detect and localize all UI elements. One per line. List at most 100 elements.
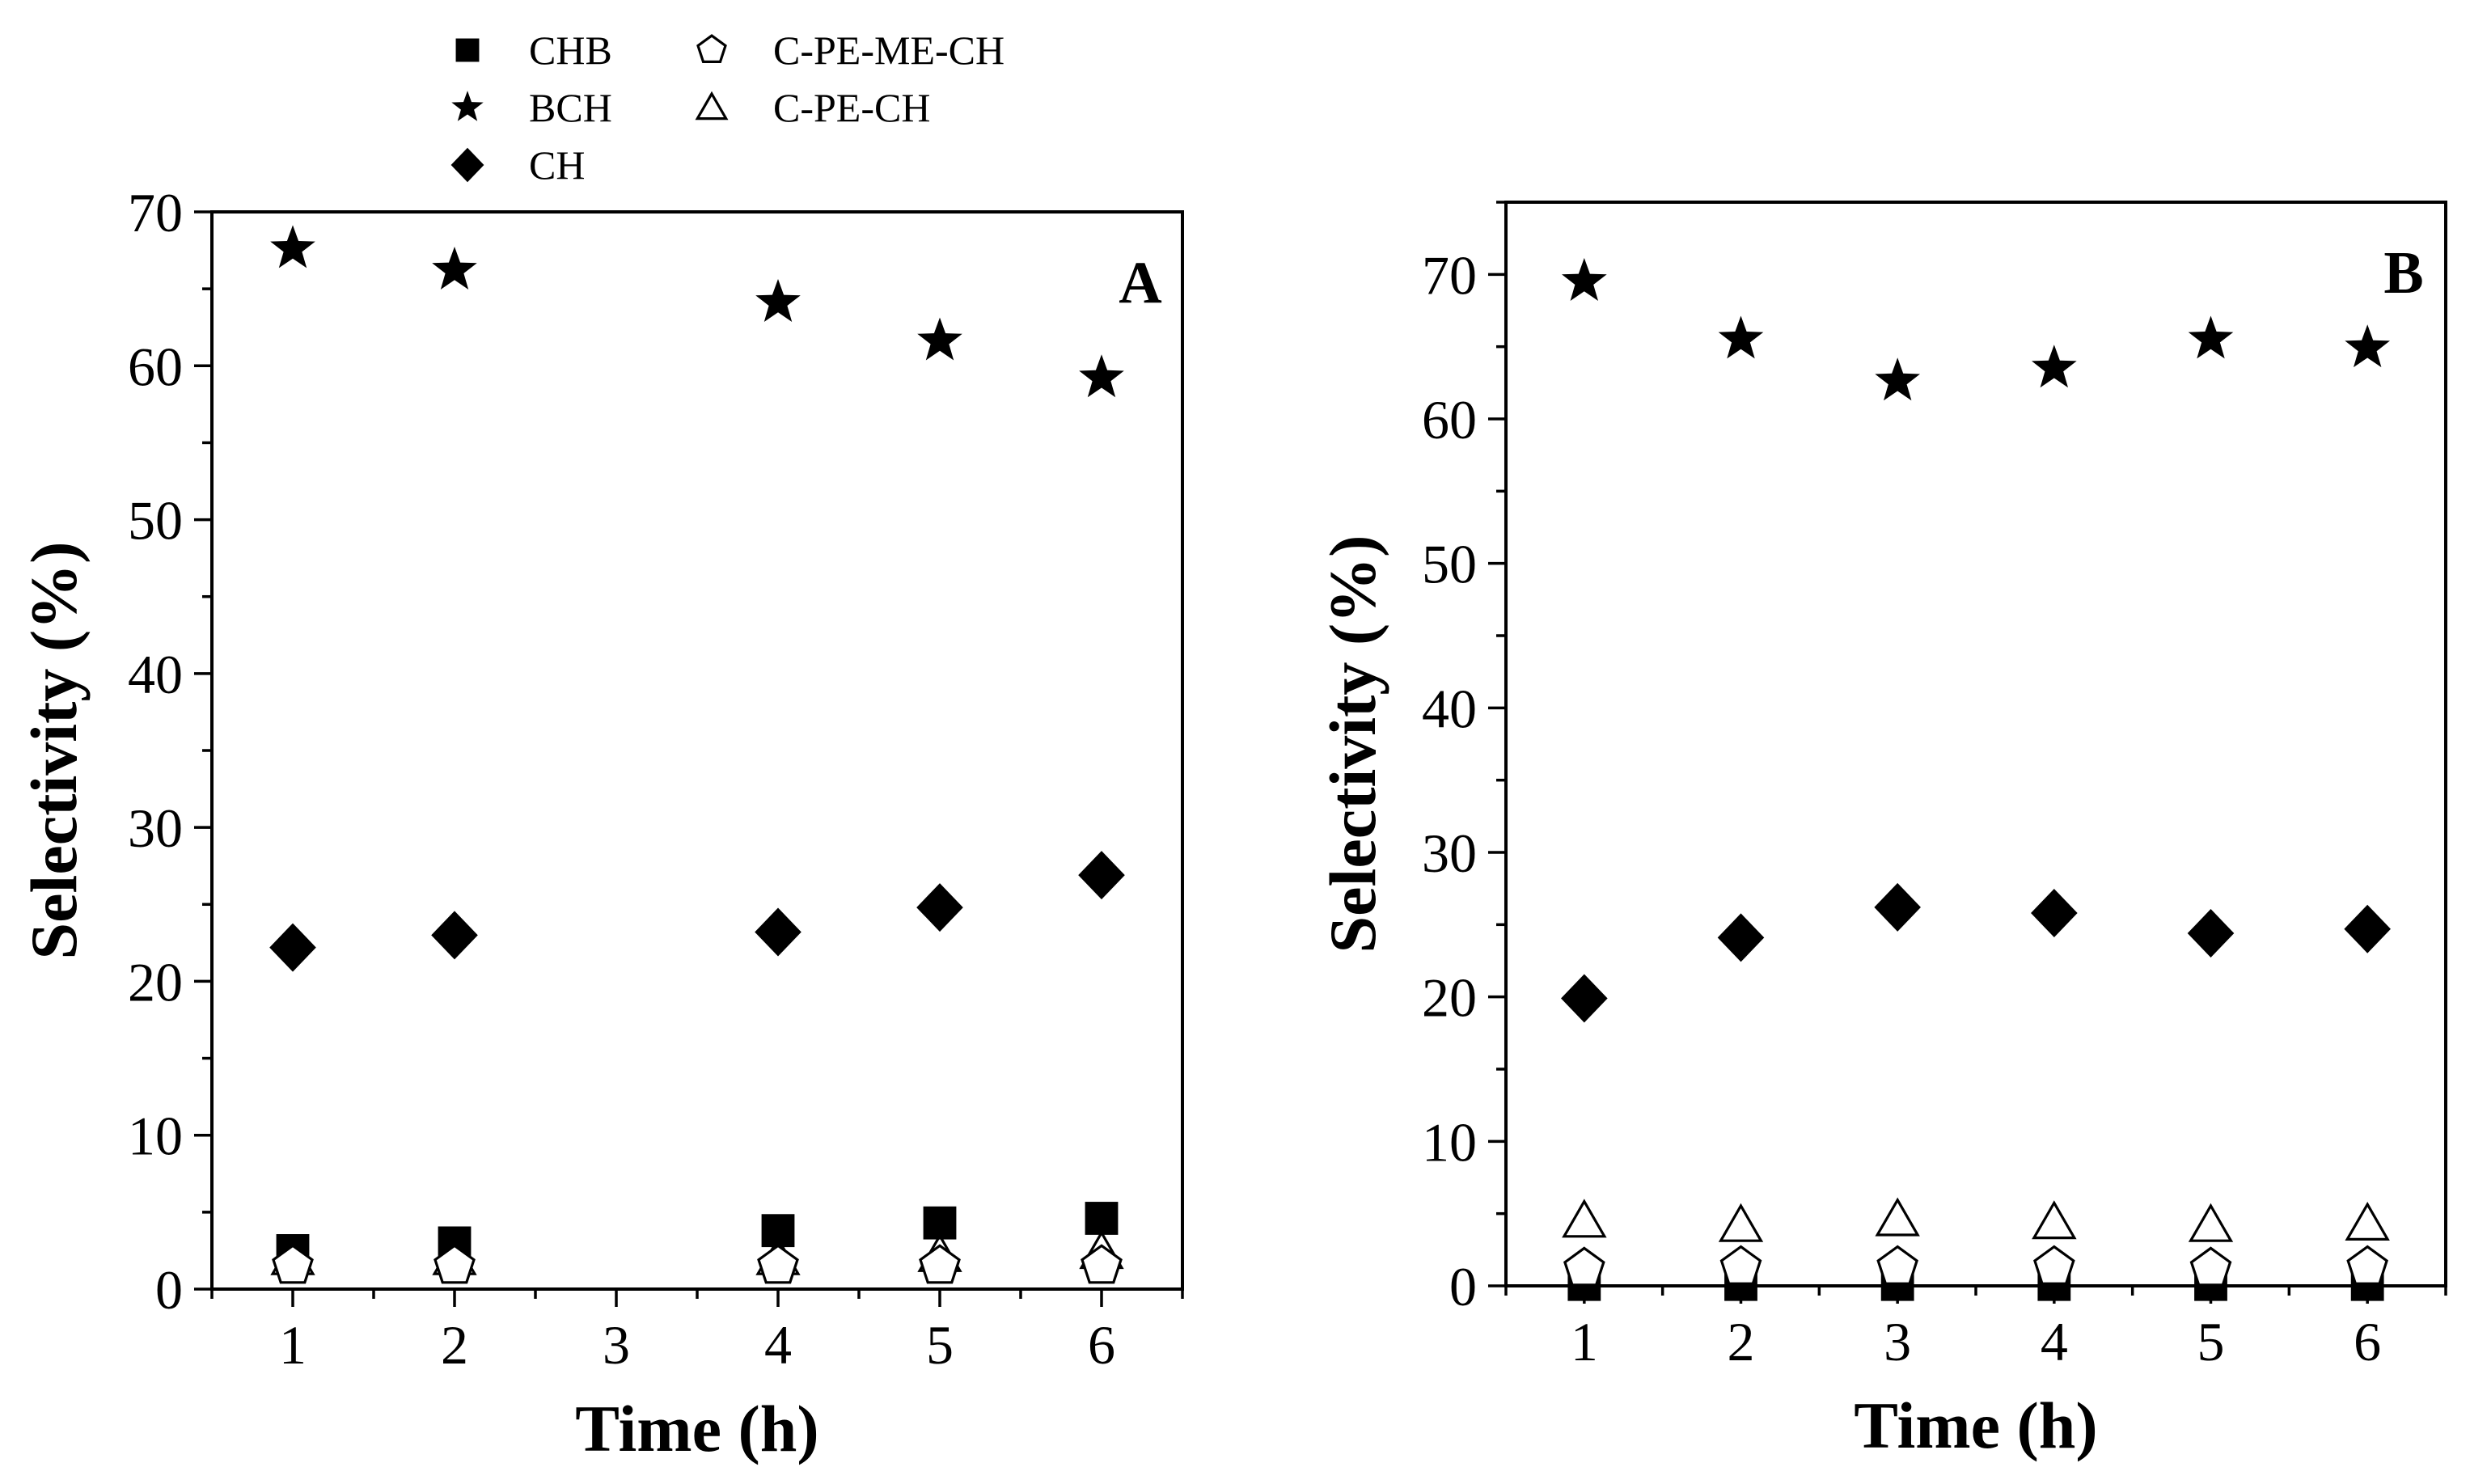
panel-a-point-bch bbox=[755, 279, 801, 322]
legend-label: CH bbox=[529, 142, 585, 188]
panel-b-series-c-pe-me-ch bbox=[1563, 1245, 2388, 1287]
panel-a-x-tick-label: 5 bbox=[926, 1314, 954, 1376]
legend-item-ch: CH bbox=[450, 142, 585, 188]
legend-item-chb: CHB bbox=[455, 27, 612, 73]
panel-b-point-c-pe-ch bbox=[1562, 1199, 1607, 1238]
panel-b-point-c-pe-me-ch bbox=[2189, 1246, 2232, 1287]
panel-a-point-c-pe-me-ch bbox=[434, 1244, 476, 1284]
panel-b-point-ch bbox=[1717, 913, 1765, 962]
panel-b-point-c-pe-ch bbox=[1718, 1203, 1764, 1242]
legend-label: C-PE-ME-CH bbox=[773, 27, 1004, 73]
panel-b-x-tick-label: 3 bbox=[1884, 1311, 1911, 1372]
panel-a-series-bch bbox=[270, 225, 1124, 398]
panel-b-point-c-pe-ch bbox=[2188, 1203, 2234, 1242]
open-pentagon-icon bbox=[696, 34, 727, 64]
panel-a-y-tick-label: 0 bbox=[155, 1259, 183, 1321]
panel-b-y-tick-label: 70 bbox=[1422, 244, 1477, 306]
panel-a-point-ch bbox=[269, 923, 316, 972]
panel-b-point-ch bbox=[1561, 974, 1608, 1023]
panel-a-y-tick-label: 30 bbox=[128, 797, 183, 859]
panel-b-x-tick-label: 2 bbox=[1728, 1311, 1755, 1372]
panel-b-point-bch bbox=[1718, 315, 1764, 359]
panel-a-point-ch bbox=[755, 907, 801, 957]
panel-b-point-c-pe-me-ch bbox=[1876, 1245, 1918, 1285]
panel-a-point-bch bbox=[917, 317, 962, 361]
panel-a-x-tick-label: 4 bbox=[764, 1314, 792, 1376]
panel-b-y-tick-label: 20 bbox=[1422, 967, 1477, 1029]
panel-b-y-tick-label: 40 bbox=[1422, 678, 1477, 739]
legend-item-c-pe-me-ch: C-PE-ME-CH bbox=[696, 27, 1004, 73]
panel-b-x-tick-label: 5 bbox=[2197, 1311, 2225, 1372]
panel-b-y-tick-label: 30 bbox=[1422, 822, 1477, 884]
panel-b-point-c-pe-me-ch bbox=[1563, 1246, 1605, 1287]
panel-a-label: A bbox=[1119, 250, 1161, 316]
legend: CHB BCH CH C-PE-ME-CH C-PE-CH bbox=[450, 27, 1004, 188]
filled-star-icon bbox=[451, 91, 484, 121]
panel-a-plot-frame bbox=[210, 210, 1184, 1291]
panel-a-y-axis-title: Selectivity (%) bbox=[17, 542, 91, 960]
panel-a-point-ch bbox=[1078, 851, 1125, 900]
filled-diamond-icon bbox=[450, 147, 484, 183]
panel-a-point-c-pe-me-ch bbox=[757, 1244, 799, 1284]
panel-b-point-c-pe-me-ch bbox=[2033, 1245, 2075, 1285]
panel-a-point-c-pe-me-ch bbox=[919, 1244, 961, 1284]
panel-b-point-ch bbox=[2031, 889, 2078, 938]
panel-a-point-c-pe-me-ch bbox=[272, 1244, 314, 1284]
panel-a-x-tick-label: 1 bbox=[279, 1314, 307, 1376]
filled-square-icon bbox=[455, 38, 480, 62]
panel-a-x-tick-label: 2 bbox=[441, 1314, 468, 1376]
panel-b-x-axis-title: Time (h) bbox=[1854, 1389, 2097, 1462]
panel-a-point-ch bbox=[431, 911, 478, 960]
legend-label: BCH bbox=[529, 85, 612, 130]
panel-b-point-c-pe-me-ch bbox=[2346, 1245, 2388, 1285]
panel-a-y-tick-label: 60 bbox=[128, 336, 183, 397]
panel-a-y-tick-label: 70 bbox=[128, 182, 183, 243]
panel-b-label: B bbox=[2383, 240, 2423, 307]
panel-b-point-c-pe-ch bbox=[2345, 1202, 2390, 1241]
panel-a-point-bch bbox=[270, 225, 315, 268]
panel-a-series-c-pe-ch bbox=[270, 1230, 1124, 1275]
legend-label: CHB bbox=[529, 27, 612, 73]
panel-a-y-tick-label: 10 bbox=[128, 1106, 183, 1167]
panel-a-x-tick-label: 6 bbox=[1088, 1314, 1115, 1376]
panel-a-point-c-pe-me-ch bbox=[1081, 1244, 1123, 1284]
panel-b-y-tick-label: 60 bbox=[1422, 389, 1477, 450]
panel-b-y-tick-label: 50 bbox=[1422, 534, 1477, 595]
panel-b-point-ch bbox=[1874, 882, 1921, 932]
panel-b-point-c-pe-ch bbox=[2032, 1200, 2077, 1240]
panel-a-point-chb bbox=[761, 1214, 795, 1248]
panel-a-point-ch bbox=[916, 883, 963, 932]
panel-b-y-tick-label: 10 bbox=[1422, 1111, 1477, 1173]
panel-a-point-chb bbox=[1085, 1202, 1119, 1235]
panel-b-point-bch bbox=[2345, 324, 2390, 368]
panel-a-point-bch bbox=[1079, 354, 1124, 398]
panel-b-point-ch bbox=[2344, 904, 2391, 953]
panel-b-point-bch bbox=[2188, 315, 2234, 359]
panel-a-y-tick-label: 20 bbox=[128, 951, 183, 1013]
legend-label: C-PE-CH bbox=[773, 85, 930, 130]
panel-b-point-bch bbox=[2032, 345, 2077, 388]
legend-item-c-pe-ch: C-PE-CH bbox=[695, 85, 930, 130]
panel-b-x-tick-label: 6 bbox=[2354, 1311, 2381, 1372]
panel-b-point-c-pe-ch bbox=[1875, 1197, 1920, 1237]
panel-a-series-c-pe-me-ch bbox=[272, 1244, 1123, 1284]
panel-a-y-tick-label: 40 bbox=[128, 644, 183, 705]
panel-b-series-ch bbox=[1561, 882, 2391, 1023]
legend-item-bch: BCH bbox=[451, 85, 612, 130]
panel-a-x-axis-title: Time (h) bbox=[575, 1392, 818, 1465]
panel-b-point-c-pe-me-ch bbox=[1719, 1245, 1762, 1285]
panel-b-point-ch bbox=[2187, 909, 2235, 958]
panel-a-point-bch bbox=[432, 247, 477, 290]
panel-b-series-c-pe-ch bbox=[1562, 1197, 2390, 1242]
panel-a-series-chb bbox=[276, 1202, 1119, 1267]
panel-a-x-tick-label: 3 bbox=[603, 1314, 630, 1376]
panel-b-plot-frame bbox=[1504, 201, 2447, 1287]
panel-b-x-tick-label: 1 bbox=[1571, 1311, 1598, 1372]
panel-b-series-bch bbox=[1562, 258, 2390, 401]
open-triangle-icon bbox=[695, 91, 729, 120]
panel-b-point-bch bbox=[1875, 357, 1920, 401]
panel-a-y-tick-label: 50 bbox=[128, 490, 183, 552]
